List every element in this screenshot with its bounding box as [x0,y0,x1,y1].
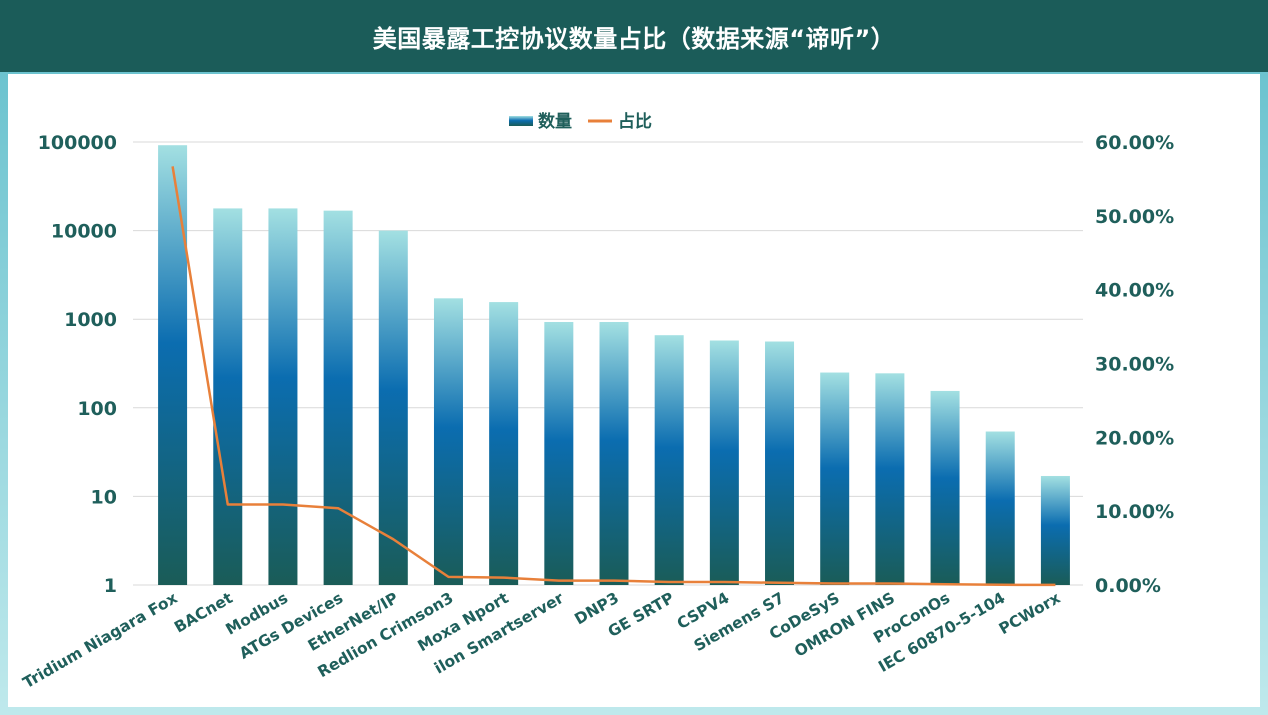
right-tick-label: 50.00% [1095,206,1174,228]
legend: 数量 占比 [509,111,652,132]
x-tick-label: PCWorx [996,589,1064,638]
right-tick-label: 60.00% [1095,132,1174,154]
left-tick-label: 100000 [38,132,117,154]
legend-label-bar: 数量 [538,111,572,132]
left-tick-label: 1000 [64,309,117,331]
bar [709,340,739,585]
bar [268,208,298,585]
bar [599,321,629,585]
right-tick-label: 30.00% [1095,354,1174,376]
bar [654,335,684,585]
bar [213,208,243,585]
legend-swatch-bar [509,116,533,126]
left-tick-label: 1 [104,575,117,597]
bar [158,145,188,585]
bar [544,321,574,585]
left-tick-label: 100 [77,398,117,420]
left-tick-label: 10 [91,486,117,508]
legend-label-line: 占比 [618,111,652,132]
bar [323,210,353,585]
right-tick-label: 40.00% [1095,280,1174,302]
x-tick-label: Tridium Niagara Fox [20,589,181,692]
bar [489,302,519,585]
left-axis-ticks: 1 10 100 1000 10000 100000 [38,132,117,597]
line-series [171,166,1056,587]
bar [930,390,960,585]
bar [1040,475,1070,585]
right-tick-label: 0.00% [1095,575,1161,597]
right-axis-ticks: 0.00% 10.00% 20.00% 30.00% 40.00% 50.00% 60.00… [1095,132,1174,597]
bar-series [158,145,1070,585]
left-tick-label: 10000 [51,221,117,243]
bar [875,373,905,585]
right-tick-label: 20.00% [1095,427,1174,449]
chart-title: 美国暴露工控协议数量占比（数据来源“谛听”） [372,24,896,53]
bar [820,372,850,585]
bar [433,298,463,585]
bar [378,230,408,585]
right-tick-label: 10.00% [1095,501,1174,523]
bar [765,341,795,585]
title-bar: 美国暴露工控协议数量占比（数据来源“谛听”） [0,0,1268,72]
bar [985,431,1015,585]
